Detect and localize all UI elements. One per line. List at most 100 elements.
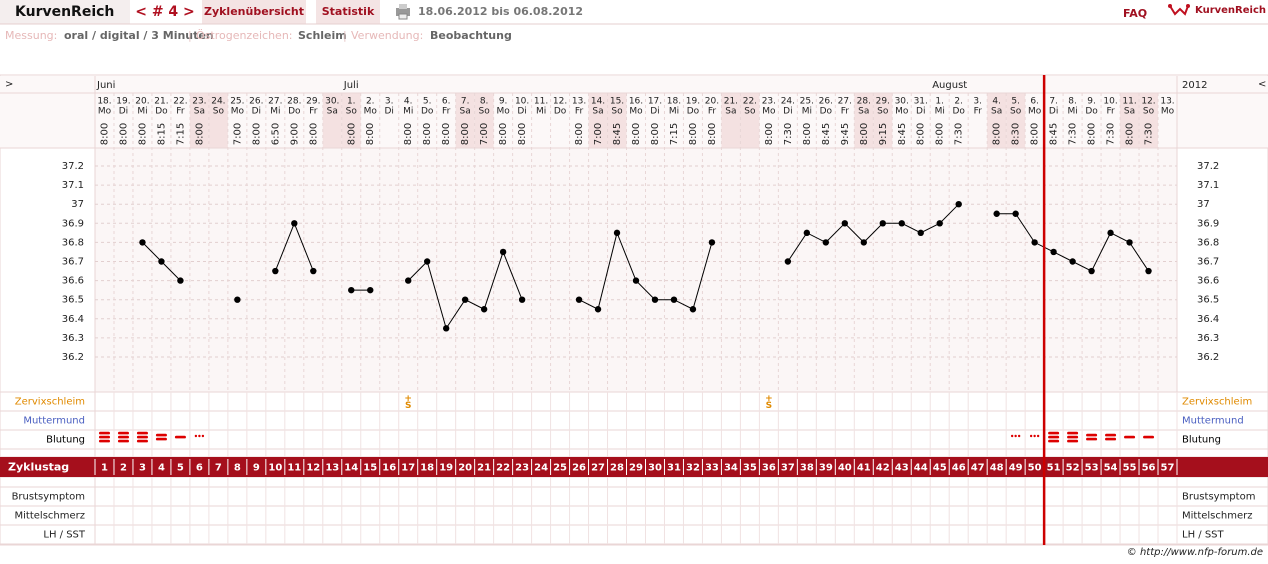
temperature-point (1107, 229, 1114, 237)
cycle-day: 43 (895, 463, 909, 474)
time-label: 8:00 (916, 123, 927, 145)
bleeding-bar (136, 439, 148, 443)
date-label: 16. (629, 97, 643, 107)
date-label: 28. (287, 97, 301, 107)
temperature-point (708, 239, 716, 246)
time-label: 8:00 (650, 123, 661, 145)
brand-box (0, 0, 130, 24)
weekday-label: Mi (270, 107, 280, 117)
temperature-point (1088, 267, 1095, 275)
time-label: 8:00 (118, 123, 129, 145)
temperature-point (310, 267, 317, 275)
tab-box[interactable] (202, 0, 306, 24)
y-tick-label: 36.9 (1197, 218, 1219, 229)
date-label: 17. (648, 97, 662, 107)
date-label: 26. (819, 97, 833, 107)
time-label: 8:00 (460, 123, 471, 145)
time-label: 8:00 (137, 123, 148, 145)
cycle-nav[interactable]: < # 4 > (135, 4, 195, 20)
bleeding-bar (1048, 435, 1060, 439)
info-label: Verwendung: (351, 29, 423, 42)
cycle-day: 55 (1123, 463, 1137, 474)
temperature-point (139, 239, 146, 246)
faq-link[interactable]: FAQ (1123, 7, 1147, 20)
time-label: 8:00 (1087, 123, 1098, 145)
y-tick-label: 36.3 (62, 333, 84, 344)
date-label: 4. (992, 97, 1001, 107)
weekday-label: Sa (725, 107, 736, 117)
cycle-day: 13 (325, 463, 339, 474)
date-label: 29. (306, 97, 320, 107)
row-label: Muttermund (23, 416, 85, 427)
date-label: 26. (249, 97, 263, 107)
bleeding-dot (201, 434, 205, 438)
weekday-label: Fr (442, 107, 451, 117)
tab-box[interactable] (316, 0, 380, 24)
bleeding-bar (98, 439, 110, 443)
print-icon[interactable] (396, 4, 410, 20)
cycle-day: 5 (177, 463, 184, 474)
time-label: 9:15 (878, 123, 889, 145)
weekday-label: So (213, 107, 225, 117)
weekday-label: Mo (496, 107, 510, 117)
nav-left[interactable]: > (5, 79, 13, 90)
bleeding-bar (1086, 433, 1098, 437)
bleeding-dot (1036, 434, 1040, 438)
month-label: Juli (343, 80, 359, 91)
date-label: 27. (268, 97, 282, 107)
y-tick-label: 37 (1197, 199, 1210, 210)
separator: | (343, 29, 347, 42)
date-label: 10. (515, 97, 529, 107)
time-label: 8:00 (194, 123, 205, 145)
weekday-label: Fr (708, 107, 717, 117)
nav-right[interactable]: < (1258, 79, 1266, 90)
date-label: 24. (781, 97, 795, 107)
temperature-point (575, 296, 583, 303)
cycle-day: 22 (496, 463, 510, 474)
tab[interactable]: Zyklenübersicht (204, 5, 304, 18)
bleeding-dot (194, 434, 198, 438)
time-label: 9:00 (289, 123, 300, 145)
bleeding-bar (1048, 431, 1060, 435)
temperature-point (993, 210, 1000, 217)
time-label: 7:30 (1068, 123, 1079, 145)
bleeding-bar (136, 431, 148, 435)
row-label: Blutung (1182, 435, 1221, 446)
bleeding-dot (1033, 434, 1036, 438)
info-value: Schleim (298, 29, 347, 42)
temperature-point (348, 286, 355, 294)
temperature-point (955, 201, 962, 208)
bleeding-bar (155, 437, 167, 441)
time-label: 8:00 (935, 123, 946, 145)
cycle-day: 52 (1066, 463, 1080, 474)
weekday-label: Sa (991, 107, 1002, 117)
month-label: August (932, 80, 967, 91)
row-label: Mittelschmerz (15, 511, 85, 522)
weekday-label: Fr (176, 107, 185, 117)
time-label: 8:00 (764, 123, 775, 145)
tab[interactable]: Statistik (322, 5, 375, 18)
weekend-shade (1139, 93, 1159, 148)
bleeding-mark (1143, 435, 1155, 439)
time-label: 8:45 (821, 123, 832, 145)
cycle-day: 53 (1085, 463, 1099, 474)
date-label: 19. (116, 97, 130, 107)
bleeding-bar (1067, 435, 1079, 439)
weekday-label: Mi (536, 107, 546, 117)
weekday-label: So (346, 107, 358, 117)
date-label: 4. (404, 97, 413, 107)
cycle-row-label: Zyklustag (8, 461, 69, 474)
weekday-label: Fr (575, 107, 584, 117)
date-label: 31. (914, 97, 928, 107)
date-label: 9. (499, 97, 508, 107)
time-label: 8:45 (897, 123, 908, 145)
cycle-day: 2 (120, 463, 127, 474)
time-label: 7:00 (479, 123, 490, 145)
y-tick-label: 36.8 (1197, 237, 1219, 248)
cycle-day: 16 (382, 463, 396, 474)
date-label: 8. (1068, 97, 1077, 107)
weekday-label: Do (1085, 107, 1098, 117)
date-label: 23. (762, 97, 776, 107)
y-tick-label: 36.3 (1197, 333, 1219, 344)
